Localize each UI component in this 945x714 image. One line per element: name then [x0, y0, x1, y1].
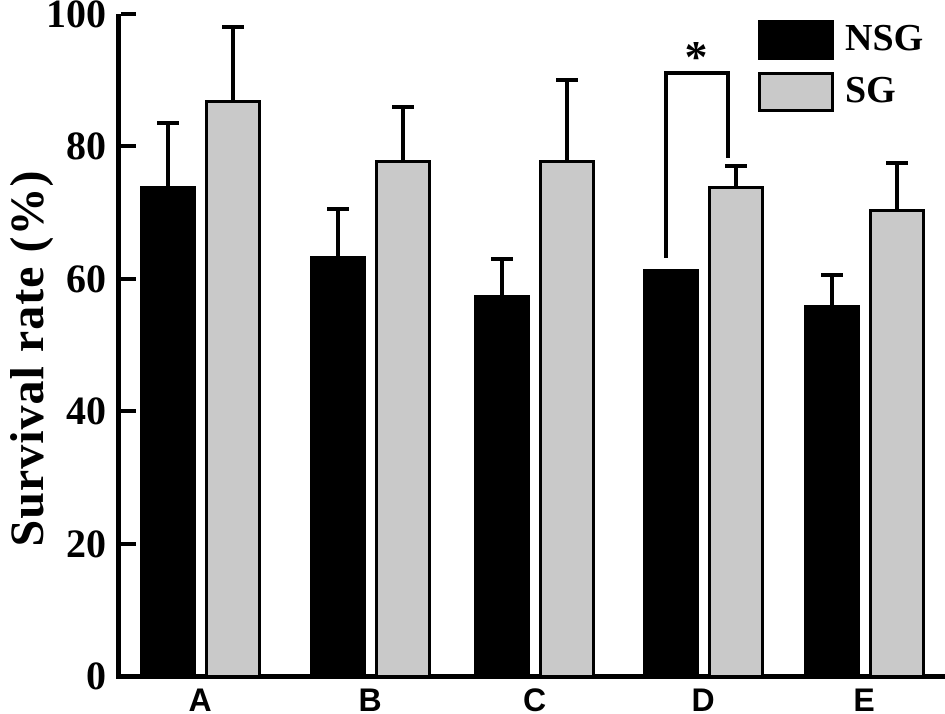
- error-cap-A-NSG: [156, 121, 179, 126]
- x-category-label-A: A: [188, 682, 212, 714]
- bar-E-SG: [868, 209, 925, 678]
- significance-asterisk: *: [684, 31, 708, 82]
- x-category-label-D: D: [691, 682, 715, 714]
- error-bar-B-SG: [400, 106, 405, 160]
- bar-B-NSG: [309, 255, 366, 678]
- bar-E-NSG: [803, 305, 860, 678]
- error-bar-C-NSG: [500, 258, 504, 296]
- x-category-label-B: B: [358, 682, 382, 714]
- y-axis-line: [116, 14, 121, 679]
- y-tick-label-20: 20: [66, 520, 106, 566]
- legend-swatch-nsg: [758, 20, 834, 60]
- error-bar-E-SG: [894, 162, 899, 210]
- y-tick-label-80: 80: [66, 123, 106, 169]
- bar-C-NSG: [474, 295, 530, 678]
- y-tick-label-100: 100: [46, 0, 106, 36]
- error-bar-A-SG: [230, 27, 235, 101]
- y-tick-40: [121, 409, 136, 414]
- x-category-label-C: C: [522, 682, 547, 714]
- error-cap-C-NSG: [491, 256, 513, 261]
- error-cap-D-SG: [724, 164, 747, 169]
- error-bar-D-SG: [733, 166, 738, 187]
- y-tick-label-60: 60: [66, 255, 106, 301]
- error-cap-B-SG: [391, 104, 414, 109]
- y-tick-20: [121, 541, 136, 546]
- error-bar-B-NSG: [335, 209, 340, 256]
- significance-bracket-left-arm: [664, 70, 668, 259]
- legend-label-nsg: NSG: [845, 17, 924, 59]
- legend-swatch-sg: [758, 72, 834, 112]
- bar-A-SG: [204, 100, 261, 678]
- bar-B-SG: [374, 159, 431, 678]
- error-cap-A-SG: [221, 25, 244, 30]
- x-axis-line: [116, 674, 945, 679]
- x-category-label-E: E: [853, 682, 875, 714]
- bar-D-SG: [707, 186, 764, 678]
- legend-label-sg: SG: [845, 69, 896, 111]
- bar-C-SG: [539, 159, 595, 678]
- error-cap-B-NSG: [326, 207, 349, 212]
- bar-A-NSG: [139, 186, 196, 678]
- error-bar-E-NSG: [829, 275, 834, 306]
- significance-bracket-right-arm: [726, 70, 730, 159]
- error-bar-A-NSG: [165, 123, 170, 187]
- y-tick-label-0: 0: [86, 653, 106, 698]
- error-cap-C-SG: [556, 78, 578, 83]
- y-tick-100: [121, 12, 136, 16]
- y-tick-label-40: 40: [66, 388, 106, 434]
- significance-bracket-horizontal: [664, 70, 730, 75]
- error-cap-E-NSG: [820, 273, 843, 278]
- y-tick-60: [121, 276, 136, 281]
- error-bar-C-SG: [565, 80, 569, 160]
- bar-D-NSG: [642, 268, 699, 678]
- y-tick-80: [121, 144, 136, 149]
- error-cap-E-SG: [885, 160, 908, 165]
